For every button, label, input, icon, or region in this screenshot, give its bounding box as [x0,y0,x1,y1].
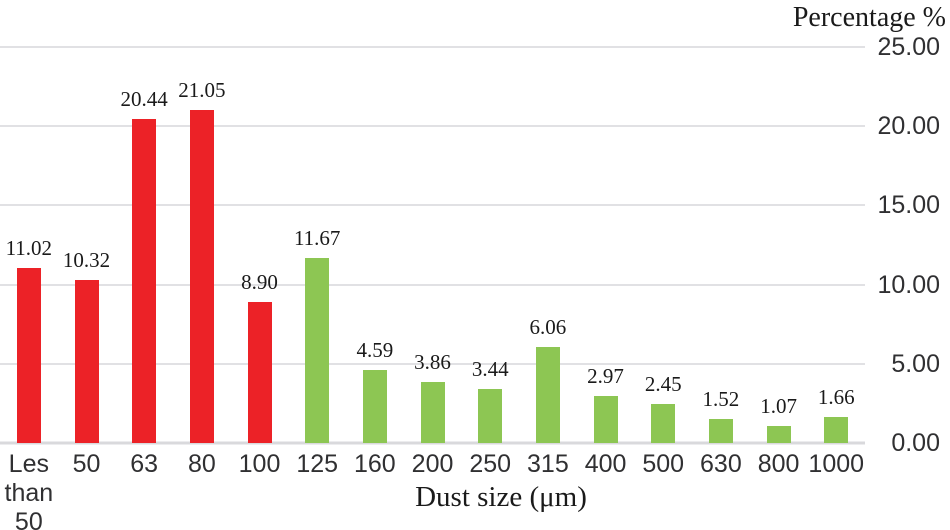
bar-slot: 11.67 [288,47,346,443]
bar-slot: 11.02 [0,47,58,443]
bar-slot: 6.06 [519,47,577,443]
bar-125 [305,258,330,443]
bar-value-label: 1.66 [817,384,855,409]
bar-value-label: 1.07 [760,394,797,419]
y-tick-label: 5.00 [891,349,940,378]
x-tick-label: 160 [354,450,396,478]
x-tick-label: 50 [72,450,101,478]
y-tick-label: 15.00 [877,191,940,220]
bar-value-label: 20.44 [120,87,168,112]
bar-slot: 21.05 [173,47,231,443]
x-tick-label: 125 [296,450,339,478]
bar-slot: 20.44 [115,47,173,443]
bar-315 [535,347,560,443]
bar-value-label: 1.52 [702,386,740,411]
bar-50 [74,279,99,443]
bar-les-than-50 [16,268,41,443]
bar-63 [132,119,157,443]
bar-800 [766,426,791,443]
plot-area: 11.02 10.32 20.44 21.05 8.90 11.67 4.59 3.86 3.4… [0,46,865,445]
x-axis-baseline [0,441,865,445]
gridline [0,46,865,48]
bar-slot: 3.44 [461,47,519,443]
x-tick-label: 80 [187,450,216,478]
bar-slot: 1.52 [692,47,750,443]
gridline [0,362,865,365]
bar-slot: 10.32 [58,47,116,443]
bar-value-label: 11.02 [5,236,53,261]
bar-value-label: 4.59 [356,338,394,363]
bar-200 [420,381,445,443]
bar-1000 [824,416,849,443]
x-tick-label: 500 [642,450,685,478]
bar-slot: 1.07 [750,47,808,443]
x-tick-label: 63 [130,450,159,478]
bar-value-label: 10.32 [62,247,111,272]
bar-value-label: 21.05 [178,77,226,102]
y-tick-label: 0.00 [891,429,940,457]
bar-500 [651,404,676,443]
x-tick-label: 1000 [808,450,865,478]
bar-80 [189,109,214,443]
y-tick-label: 20.00 [877,112,940,141]
x-tick-label: 315 [527,450,569,478]
bar-slot: 8.90 [231,47,289,443]
bar-630 [708,418,733,443]
bar-160 [362,370,387,443]
x-tick-label: 400 [584,450,627,478]
x-tick-label: 200 [411,450,454,478]
bar-250 [478,388,503,443]
bar-slot: 2.97 [577,47,635,443]
x-axis: Les than 50 50 63 80 100 125 160 200 250 315 400 50… [0,450,865,530]
bars-row: 11.02 10.32 20.44 21.05 8.90 11.67 4.59 3.86 3.4… [0,47,865,443]
gridline [0,204,865,207]
bar-value-label: 8.90 [241,270,278,295]
x-axis-title: Dust size (μm) [415,481,587,513]
bar-value-label: 2.97 [587,363,624,388]
y-tick-label: 25.00 [877,33,940,61]
x-tick-label: Les than 50 [4,450,54,530]
gridline [0,125,865,128]
bar-value-label: 6.06 [529,315,567,340]
gridline [0,283,865,286]
bar-400 [593,395,618,443]
x-tick-label: 250 [469,450,512,478]
bar-value-label: 3.86 [414,349,451,374]
chart-title: Percentage % [792,2,946,33]
x-tick-label: 100 [238,450,281,478]
bar-slot: 1.66 [807,47,865,443]
bar-value-label: 2.45 [644,372,682,397]
bar-100 [247,302,272,443]
bar-slot: 3.86 [404,47,462,443]
bar-value-label: 11.67 [293,226,341,251]
bar-slot: 4.59 [346,47,404,443]
bar-value-label: 3.44 [471,356,509,381]
bar-slot: 2.45 [634,47,692,443]
x-tick-label: 800 [757,450,800,478]
y-tick-label: 10.00 [877,270,940,299]
x-tick-label: 630 [700,450,742,478]
